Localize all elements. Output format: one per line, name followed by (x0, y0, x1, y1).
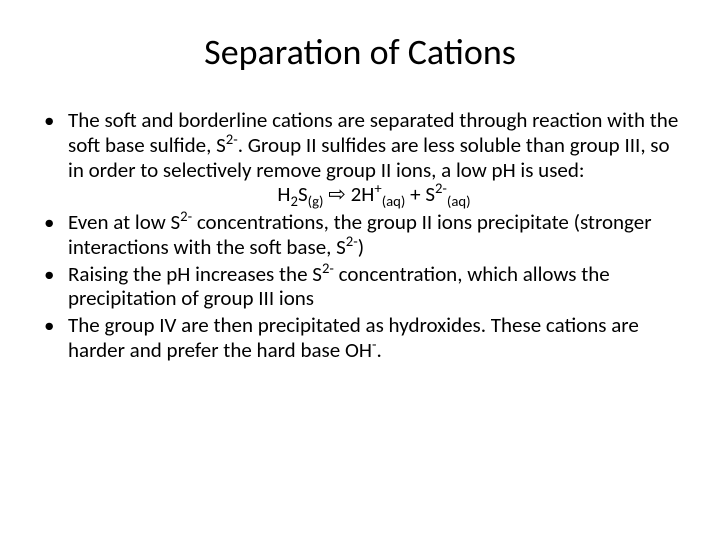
bullet-1: The soft and borderline cations are sepa… (40, 108, 680, 208)
eq-h2s-h: H (277, 181, 290, 207)
eq-plus-s: + S (405, 181, 435, 207)
eq-h2s-s: S (298, 181, 308, 207)
slide-title: Separation of Cations (40, 30, 680, 74)
sup-2minus-2: 2- (180, 207, 192, 225)
bullet-list: The soft and borderline cations are sepa… (40, 108, 680, 363)
bullet-3-text-a: Raising the pH increases the S (68, 261, 322, 287)
sub-g: (g) (308, 192, 324, 210)
sup-2minus-3: 2- (346, 232, 358, 250)
sup-plus: + (374, 179, 381, 197)
eq-2h: 2H (351, 181, 375, 207)
arrow-icon: ⇨ (328, 183, 346, 206)
slide-content: The soft and borderline cations are sepa… (40, 108, 680, 363)
bullet-4-text-b: . (376, 337, 381, 363)
bullet-2: Even at low S2- concentrations, the grou… (40, 210, 680, 260)
sup-2minus-eq: 2- (435, 179, 447, 197)
sup-2minus: 2- (226, 130, 238, 148)
sub-2: 2 (291, 192, 298, 210)
equation: H2S(g) ⇨ 2H+(aq) + S2-(aq) (68, 182, 680, 208)
slide: Separation of Cations The soft and borde… (0, 0, 720, 540)
bullet-4-text-a: The group IV are then precipitated as hy… (68, 312, 639, 363)
sub-aq2: (aq) (447, 192, 471, 210)
sub-aq1: (aq) (382, 192, 406, 210)
bullet-3: Raising the pH increases the S2- concent… (40, 262, 680, 312)
bullet-2-text-c: ) (358, 234, 364, 260)
bullet-2-text-a: Even at low S (68, 209, 180, 235)
bullet-4: The group IV are then precipitated as hy… (40, 313, 680, 363)
sup-2minus-4: 2- (322, 259, 334, 277)
